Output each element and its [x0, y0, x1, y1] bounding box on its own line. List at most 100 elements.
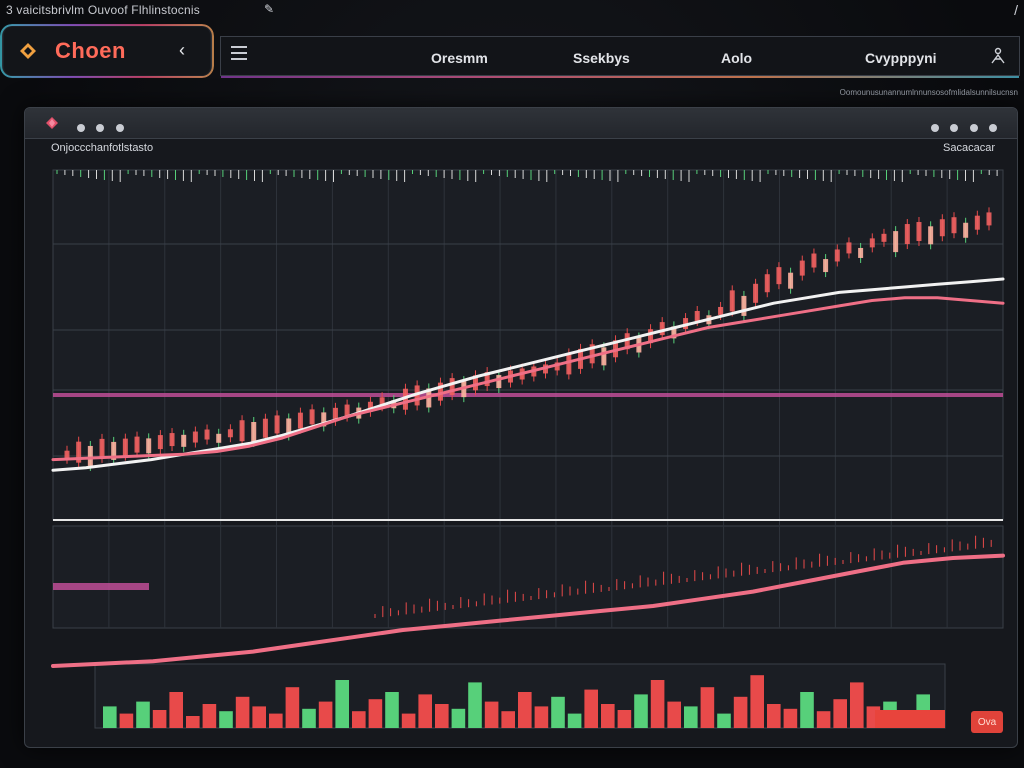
- volume-bar: [335, 680, 349, 728]
- edit-icon[interactable]: ✎: [264, 2, 275, 16]
- volume-bar: [684, 706, 698, 728]
- alert-button[interactable]: Ova: [971, 711, 1003, 733]
- candle-body: [262, 418, 268, 438]
- resize-icon[interactable]: /: [1014, 2, 1018, 18]
- hamburger-menu-icon[interactable]: [231, 46, 247, 60]
- candle-body: [624, 333, 630, 350]
- candle-body: [87, 445, 93, 466]
- volume-bar: [302, 708, 316, 728]
- candle-body: [321, 412, 327, 427]
- volume-bar: [235, 696, 250, 728]
- candle-body: [776, 267, 782, 285]
- chart-header-right: Sacacacar: [943, 142, 995, 154]
- candle-body: [437, 382, 443, 401]
- volume-bar: [385, 692, 399, 728]
- top-caption-bar: 3 vaicitsbrivlm Ouvoof Flhlinstocnis ✎ /: [0, 0, 1024, 22]
- volume-bar: [136, 701, 150, 728]
- volume-bar: [401, 713, 416, 728]
- candle-body: [648, 329, 654, 344]
- volume-bar: [484, 701, 499, 728]
- volume-bar: [783, 708, 798, 728]
- volume-bar: [534, 706, 549, 728]
- window-dot-icon[interactable]: [96, 124, 105, 132]
- window-dot-icon[interactable]: [115, 124, 124, 132]
- volume-bar: [833, 699, 847, 728]
- volume-bar: [103, 706, 117, 728]
- brand-panel: Choen ‹: [2, 25, 212, 77]
- candle-body: [169, 433, 175, 447]
- candle-body: [916, 222, 922, 242]
- moving-average-pink: [51, 296, 1005, 462]
- candle-body: [216, 433, 222, 443]
- candle-body: [99, 438, 105, 458]
- diamond-logo-icon: [20, 43, 36, 59]
- candle-body: [986, 212, 992, 226]
- window-titlebar[interactable]: [25, 108, 1017, 139]
- lower-panel-frame: [52, 525, 1004, 629]
- volume-bar: [567, 713, 582, 728]
- brand-name: Choen: [55, 38, 126, 63]
- volume-bar: [252, 706, 266, 728]
- candle-body: [718, 306, 724, 315]
- candle-body: [309, 409, 315, 425]
- chart-window: Onjoccchanfotlstasto Sacacacar Ova: [24, 107, 1018, 748]
- minimize-icon[interactable]: [930, 124, 939, 132]
- candle-body: [227, 429, 233, 438]
- candle-body: [414, 385, 420, 406]
- candle-body: [297, 412, 303, 429]
- candle-body: [823, 259, 829, 273]
- volume-bar: [650, 680, 665, 728]
- candle-body: [379, 397, 385, 407]
- volume-bar: [667, 701, 681, 728]
- volume-bar: [617, 710, 632, 728]
- candle-body: [449, 378, 455, 396]
- volume-bar: [269, 713, 283, 728]
- volume-bar: [119, 713, 134, 728]
- nav-item-2[interactable]: Ssekbys: [573, 50, 630, 66]
- volume-bar: [634, 694, 648, 728]
- candle-body: [239, 420, 245, 442]
- back-chevron-icon[interactable]: ‹: [179, 40, 185, 60]
- candle-body: [181, 434, 187, 447]
- volume-bar: [733, 696, 748, 728]
- candle-body: [788, 272, 794, 289]
- candle-body: [122, 438, 128, 456]
- candle-body: [729, 290, 735, 312]
- volume-bar: [850, 682, 864, 728]
- price-chart[interactable]: [25, 108, 1017, 747]
- candle-body: [134, 436, 140, 453]
- level-marker: [53, 583, 149, 590]
- more-icon[interactable]: [989, 124, 997, 132]
- candle-body: [204, 429, 210, 440]
- window-dot-icon[interactable]: [77, 124, 85, 132]
- candle-body: [402, 388, 408, 410]
- user-icon[interactable]: [989, 47, 1007, 65]
- candle-body: [834, 249, 840, 262]
- volume-bar: [700, 687, 715, 728]
- gem-icon: [46, 117, 58, 129]
- candle-body: [367, 401, 373, 412]
- volume-bar: [750, 675, 764, 728]
- close-icon[interactable]: [969, 124, 978, 132]
- volume-bar: [352, 711, 366, 728]
- candle-body: [939, 219, 945, 237]
- candle-body: [659, 322, 665, 336]
- candle-body: [286, 418, 292, 436]
- nav-item-4[interactable]: Cvypppyni: [865, 50, 937, 66]
- candle-body: [157, 435, 163, 450]
- volume-bar: [767, 704, 781, 728]
- volume-bar: [418, 694, 432, 728]
- volume-bar: [800, 692, 814, 728]
- candle-body: [869, 238, 875, 248]
- nav-item-1[interactable]: Oresmm: [431, 50, 488, 66]
- candle-body: [671, 326, 677, 339]
- maximize-icon[interactable]: [950, 124, 959, 132]
- window-controls: [930, 119, 997, 137]
- volume-bar: [584, 689, 598, 728]
- nav-item-3[interactable]: Aolo: [721, 50, 753, 66]
- volume-bar: [152, 710, 167, 728]
- volume-bar: [368, 699, 383, 728]
- candle-body: [76, 441, 82, 463]
- candle-body: [554, 362, 560, 371]
